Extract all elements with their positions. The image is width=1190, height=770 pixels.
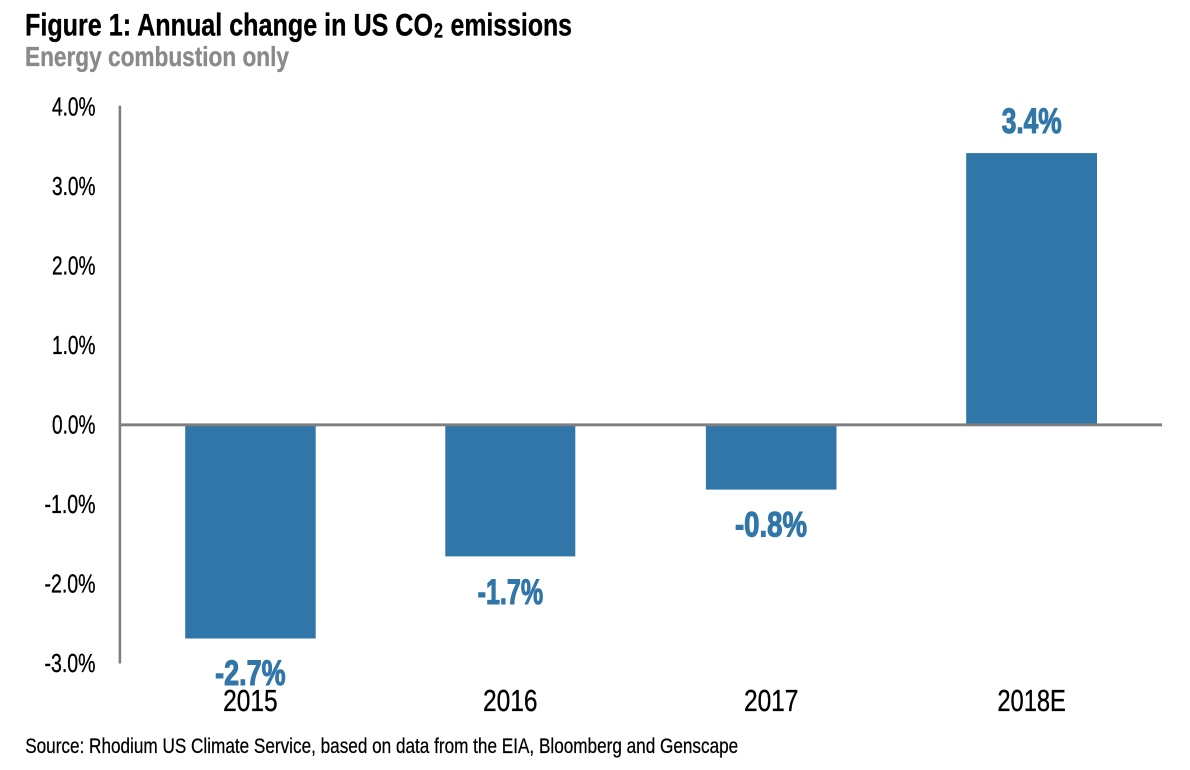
svg-text:-0.8%: -0.8% — [735, 506, 807, 545]
svg-text:Energy combustion only: Energy combustion only — [25, 41, 290, 72]
svg-text:2: 2 — [434, 19, 443, 43]
svg-text:-3.0%: -3.0% — [45, 648, 96, 678]
svg-text:3.4%: 3.4% — [1002, 102, 1062, 141]
svg-text:Source: Rhodium US Climate Ser: Source: Rhodium US Climate Service, base… — [25, 735, 738, 758]
svg-text:3.0%: 3.0% — [52, 171, 96, 201]
svg-text:4.0%: 4.0% — [52, 91, 96, 121]
svg-text:0.0%: 0.0% — [52, 409, 96, 439]
svg-text:1.0%: 1.0% — [52, 330, 96, 360]
svg-text:-1.0%: -1.0% — [45, 489, 96, 519]
svg-text:2018E: 2018E — [997, 684, 1066, 718]
svg-text:2016: 2016 — [483, 684, 538, 718]
svg-text:emissions: emissions — [451, 7, 573, 43]
svg-text:2015: 2015 — [223, 684, 278, 718]
svg-text:2.0%: 2.0% — [52, 250, 96, 280]
svg-text:-2.0%: -2.0% — [45, 568, 96, 598]
svg-text:2017: 2017 — [744, 684, 799, 718]
svg-text:-1.7%: -1.7% — [478, 573, 544, 612]
svg-text:Figure 1: Annual change in US: Figure 1: Annual change in US CO — [25, 7, 433, 43]
svg-text:-2.7%: -2.7% — [215, 654, 286, 693]
